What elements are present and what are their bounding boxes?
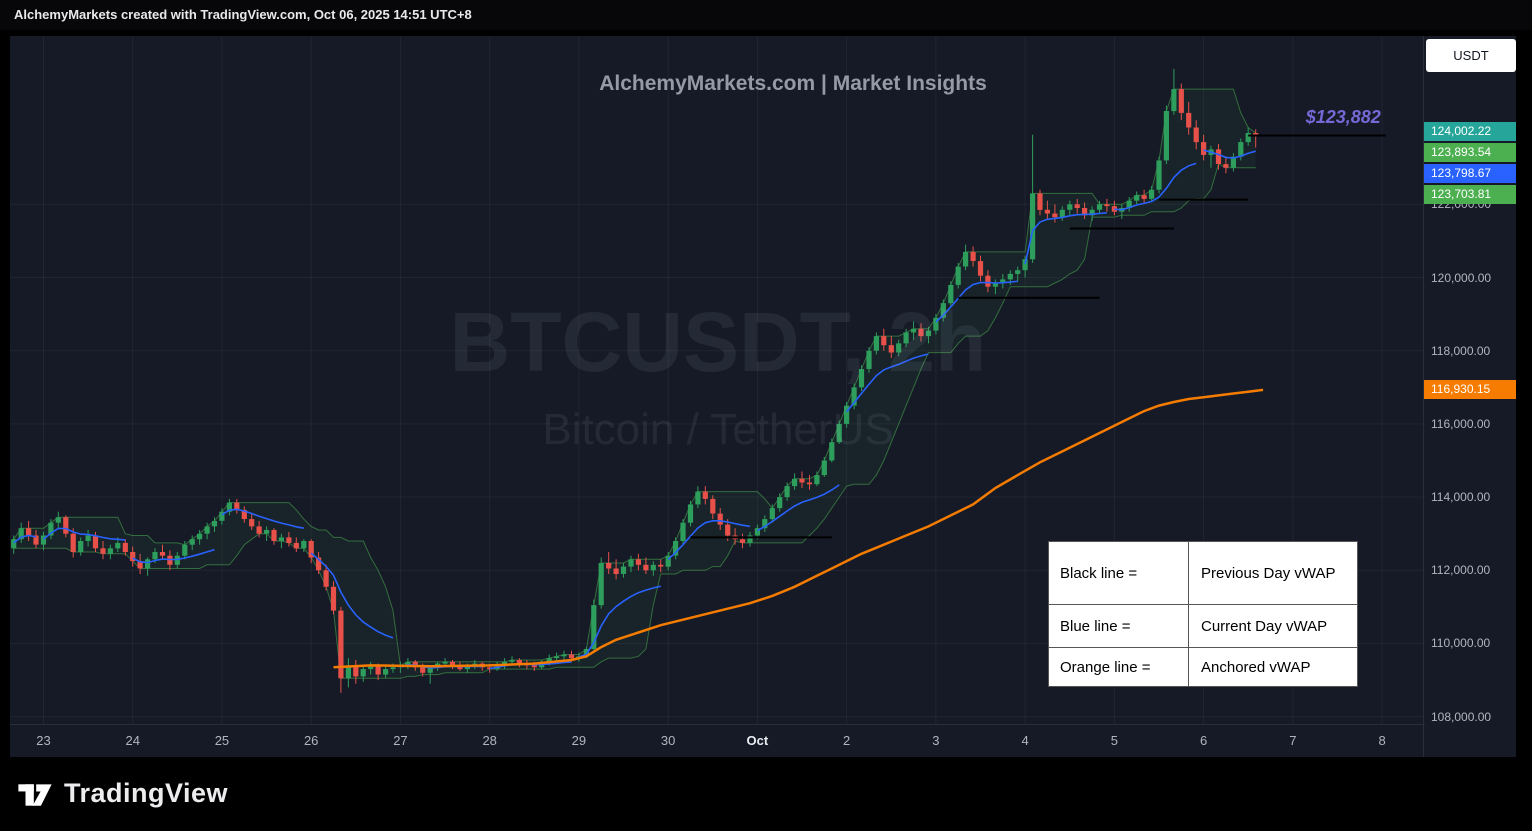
price-grid-label: 114,000.00	[1431, 490, 1491, 505]
time-label-Oct: Oct	[746, 733, 769, 748]
price-label-anchored-vwap: 116,930.15	[1424, 380, 1516, 400]
legend-key-orange: Orange line =	[1049, 648, 1189, 686]
time-label-6: 6	[1199, 733, 1208, 748]
price-label-band-upper: 123,893.54	[1424, 142, 1516, 162]
legend-value-black: Previous Day vWAP	[1201, 564, 1336, 582]
price-grid-label: 108,000.00	[1431, 709, 1492, 724]
plot-area[interactable]: AlchemyMarkets.com | Market Insights BTC…	[10, 36, 1423, 724]
time-label-26: 26	[303, 733, 319, 748]
header-bar: AlchemyMarkets created with TradingView.…	[0, 0, 1532, 30]
time-label-28: 28	[482, 733, 497, 748]
time-label-8: 8	[1378, 733, 1386, 748]
price-grid-label: 110,000.00	[1431, 636, 1491, 651]
price-label-last-price: 124,002.22	[1424, 121, 1516, 141]
legend-key-black: Black line =	[1049, 542, 1189, 604]
time-label-24: 24	[125, 733, 140, 748]
time-label-7: 7	[1289, 733, 1297, 748]
price-grid-label: 118,000.00	[1431, 343, 1491, 358]
currency-toggle-button[interactable]: USDT	[1426, 39, 1516, 72]
vwap-annotation: $123,882	[1305, 107, 1381, 128]
time-label-2: 2	[843, 733, 851, 748]
legend-key-blue: Blue line =	[1049, 605, 1189, 647]
time-label-3: 3	[932, 733, 940, 748]
legend-row-orange: Orange line = Anchored vWAP	[1049, 647, 1357, 686]
legend-value-orange: Anchored vWAP	[1201, 658, 1311, 676]
time-label-29: 29	[571, 733, 587, 748]
time-label-27: 27	[393, 733, 408, 748]
time-label-23: 23	[36, 733, 51, 748]
legend-row-blue: Blue line = Current Day vWAP	[1049, 604, 1357, 647]
header-text: AlchemyMarkets created with TradingView.…	[14, 7, 472, 22]
price-grid-label: 120,000.00	[1431, 270, 1492, 285]
time-axis[interactable]: 23 24 25 26 27 28 29 30 Oct 2 3 4 5 6 7 8	[10, 724, 1423, 757]
footer-bar: TradingView	[0, 757, 1532, 831]
price-grid-label: 116,000.00	[1431, 416, 1491, 431]
legend-row-black: Black line = Previous Day vWAP	[1049, 542, 1357, 604]
time-label-25: 25	[214, 733, 230, 748]
price-label-band-lower: 123,703.81	[1424, 184, 1516, 204]
chart-panel: AlchemyMarkets.com | Market Insights BTC…	[10, 36, 1516, 757]
price-grid-label: 112,000.00	[1431, 563, 1491, 578]
price-scale[interactable]: USDT 122,000.00 120,000.00 118,000.00 116,0…	[1423, 36, 1516, 757]
legend-value-blue: Current Day vWAP	[1201, 617, 1328, 635]
time-label-4: 4	[1021, 733, 1029, 748]
tradingview-brand-text: TradingView	[64, 778, 229, 808]
price-label-current-day-vwap: 123,798.67	[1424, 163, 1516, 183]
vwap-legend-table: Black line = Previous Day vWAP Blue line…	[1048, 541, 1358, 687]
time-label-30: 30	[660, 733, 676, 748]
tradingview-logo-icon	[18, 784, 52, 806]
time-label-5: 5	[1110, 733, 1118, 748]
